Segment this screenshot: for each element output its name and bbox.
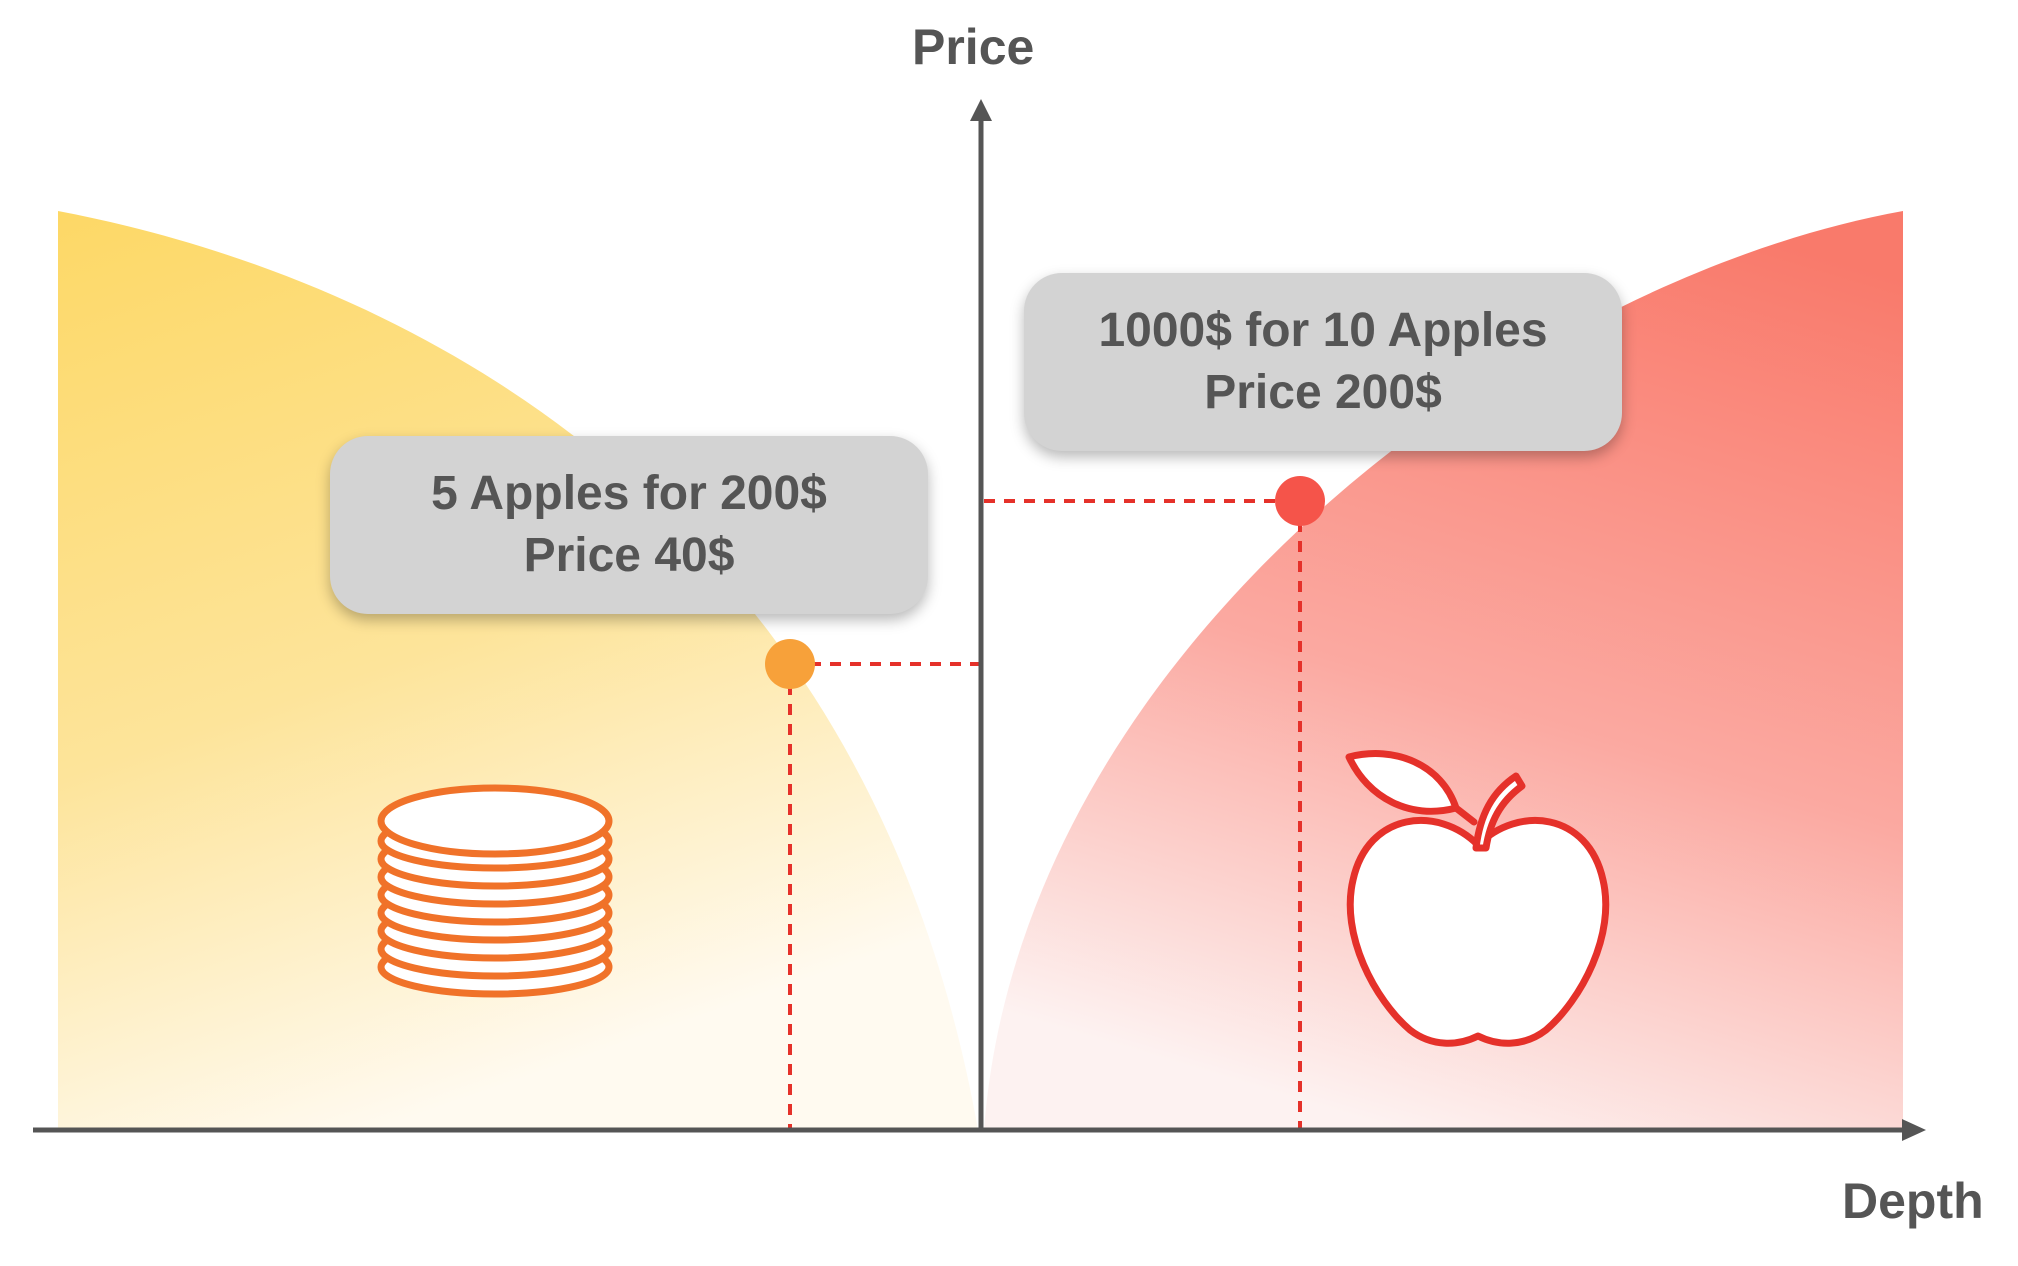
apple-icon	[1345, 750, 1610, 1047]
sell-guide-lines	[984, 499, 1302, 1130]
y-axis-label: Price	[912, 19, 1035, 75]
sell-price-point	[1275, 476, 1325, 526]
sell-callout: 1000$ for 10 Apples Price 200$	[1024, 273, 1622, 451]
buy-callout: 5 Apples for 200$ Price 40$	[330, 436, 928, 614]
buy-guide-lines	[788, 662, 980, 1130]
buy-callout-line2: Price 40$	[523, 529, 735, 582]
coin-stack-icon	[377, 784, 613, 998]
axes	[33, 99, 1926, 1141]
y-axis-arrow-icon	[970, 99, 992, 121]
buy-depth-area	[58, 211, 978, 1130]
sell-depth-area	[984, 211, 1903, 1130]
sell-callout-line2: Price 200$	[1204, 366, 1442, 419]
buy-price-point	[765, 639, 815, 689]
sell-callout-line1: 1000$ for 10 Apples	[1098, 304, 1548, 357]
buy-callout-line1: 5 Apples for 200$	[431, 467, 827, 520]
x-axis-label: Depth	[1842, 1173, 1984, 1229]
x-axis-arrow-icon	[1902, 1119, 1926, 1141]
